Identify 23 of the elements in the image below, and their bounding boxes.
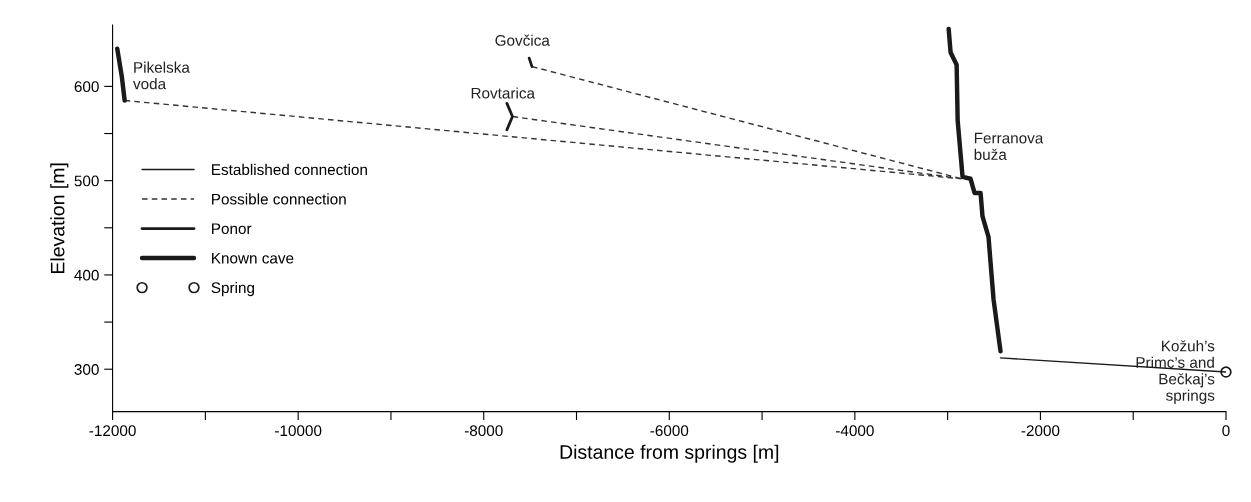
legend-label: Ponor [212,223,252,235]
legend-label: Established connection [212,163,367,176]
legend-label: Spring [211,281,254,297]
y-tick-label: 600 [74,81,99,93]
x-tick-label: -10000 [275,425,322,437]
x-tick-label: 0 [1222,425,1230,437]
x-tick-label: -6000 [650,425,689,437]
annotation: Govčica [495,34,550,46]
legend-label: Known cave [212,252,294,264]
x-tick-label: -12000 [89,425,136,437]
legend-label: Possible connection [212,193,346,205]
x-axis-title: Distance from springs [m] [560,444,779,463]
y-axis-title: Elevation [m] [50,163,69,273]
y-tick-label: 500 [74,175,99,187]
annotation: Pikelska voda [133,61,190,90]
x-tick-label: -2000 [1021,425,1060,437]
annotation: Kožuh’s Primc’s and Bečkaj’s springs [1136,340,1215,404]
y-tick-label: 400 [74,269,99,281]
y-tick-label: 300 [74,364,99,375]
annotation: Rovtarica [471,87,536,99]
x-tick-label: -8000 [464,425,503,437]
x-tick-label: -4000 [835,425,874,437]
annotation: Ferranova buža [974,132,1044,160]
